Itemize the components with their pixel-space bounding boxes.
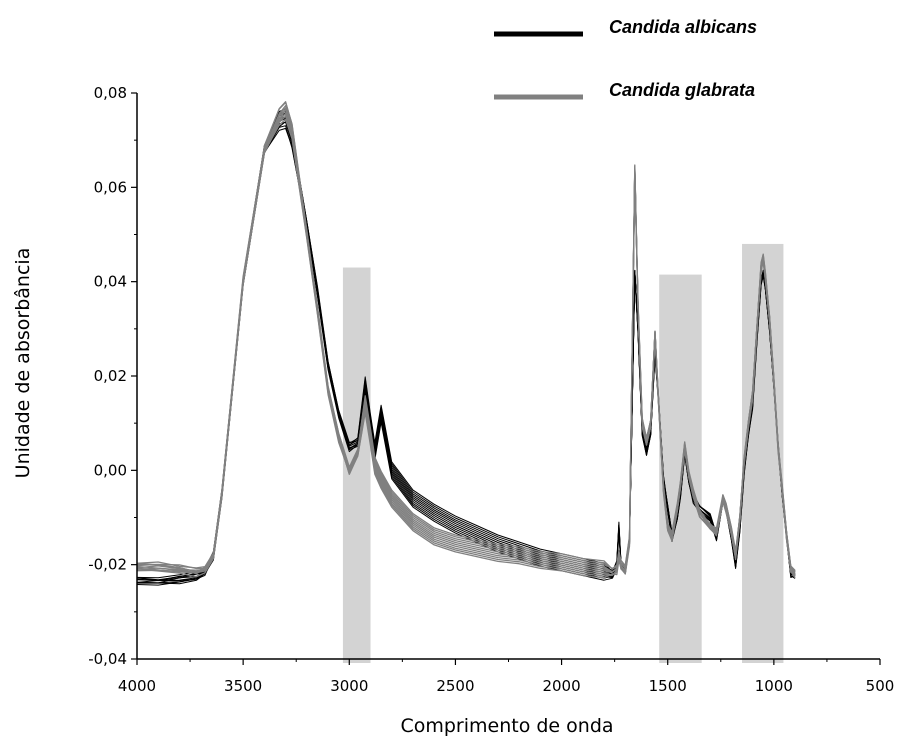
y-tick-label: 0,04 [94, 273, 127, 291]
x-tick-label: 3000 [330, 677, 368, 695]
highlight-regions [342, 243, 784, 663]
y-tick-label: 0,02 [94, 367, 127, 385]
y-tick-label: 0,00 [94, 461, 127, 479]
y-tick-label: -0,04 [88, 650, 127, 668]
highlight-region-2 [659, 274, 702, 663]
y-tick-label: 0,08 [94, 84, 127, 102]
y-tick-label: 0,06 [94, 178, 127, 196]
x-tick-label: 2000 [542, 677, 580, 695]
x-tick-label: 500 [866, 677, 895, 695]
y-tick-label: -0,02 [88, 556, 127, 574]
x-tick-label: 4000 [118, 677, 156, 695]
x-tick-label: 2500 [436, 677, 474, 695]
highlight-region-3 [742, 243, 784, 663]
legend-label-1: Candida albicans [609, 17, 757, 37]
y-axis-title: Unidade de absorbância [12, 248, 34, 479]
legend: Candida albicans Candida glabrata [494, 17, 757, 100]
x-tick-label: 1000 [755, 677, 793, 695]
spectrum-line-glabrata-10 [136, 101, 796, 573]
x-tick-label: 3500 [224, 677, 262, 695]
spectrum-series [136, 101, 796, 586]
x-tick-label: 1500 [649, 677, 687, 695]
ticks: 4000 3500 3000 2500 2000 1500 1000 500 -0,04 -0,0… [88, 84, 894, 695]
x-axis-title: Comprimento de onda [400, 715, 613, 737]
legend-label-2: Candida glabrata [609, 80, 755, 100]
